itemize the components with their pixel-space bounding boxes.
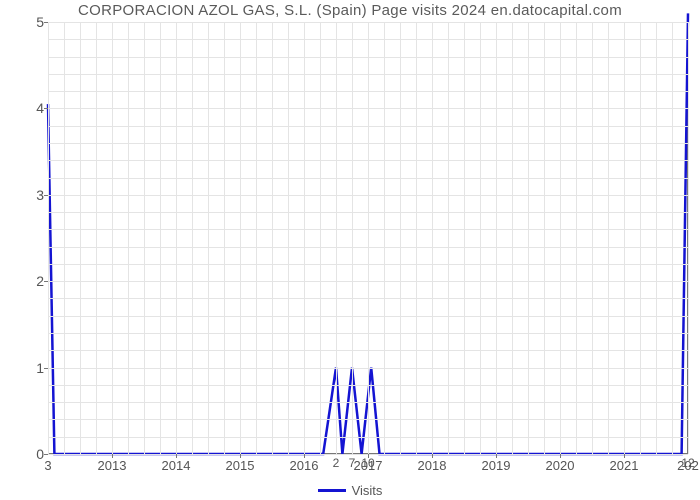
y-tick-label: 2 bbox=[4, 273, 44, 289]
chart-title: CORPORACION AZOL GAS, S.L. (Spain) Page … bbox=[0, 2, 700, 19]
x-tick-label: 2020 bbox=[546, 458, 575, 473]
legend-label: Visits bbox=[352, 483, 383, 498]
x-tick-label: 2016 bbox=[290, 458, 319, 473]
x-tick-label: 2015 bbox=[226, 458, 255, 473]
x-tick-label: 2014 bbox=[162, 458, 191, 473]
x-mini-label: 10 bbox=[361, 456, 374, 470]
chart-container: CORPORACION AZOL GAS, S.L. (Spain) Page … bbox=[0, 0, 700, 500]
x-mini-label: 2 bbox=[333, 456, 340, 470]
x-tick-label: 2021 bbox=[610, 458, 639, 473]
x-end-label-left: 3 bbox=[44, 458, 51, 473]
x-mini-label: 12 bbox=[681, 456, 694, 470]
x-mini-label: 7 bbox=[349, 456, 356, 470]
x-tick-label: 2018 bbox=[418, 458, 447, 473]
y-tick-label: 4 bbox=[4, 100, 44, 116]
y-tick-label: 1 bbox=[4, 360, 44, 376]
plot-area bbox=[48, 22, 688, 454]
y-tick-label: 0 bbox=[4, 446, 44, 462]
y-tick-label: 5 bbox=[4, 14, 44, 30]
legend: Visits bbox=[0, 483, 700, 498]
y-tick-label: 3 bbox=[4, 187, 44, 203]
x-tick-label: 2013 bbox=[98, 458, 127, 473]
x-tick-label: 2019 bbox=[482, 458, 511, 473]
legend-swatch bbox=[318, 489, 346, 492]
